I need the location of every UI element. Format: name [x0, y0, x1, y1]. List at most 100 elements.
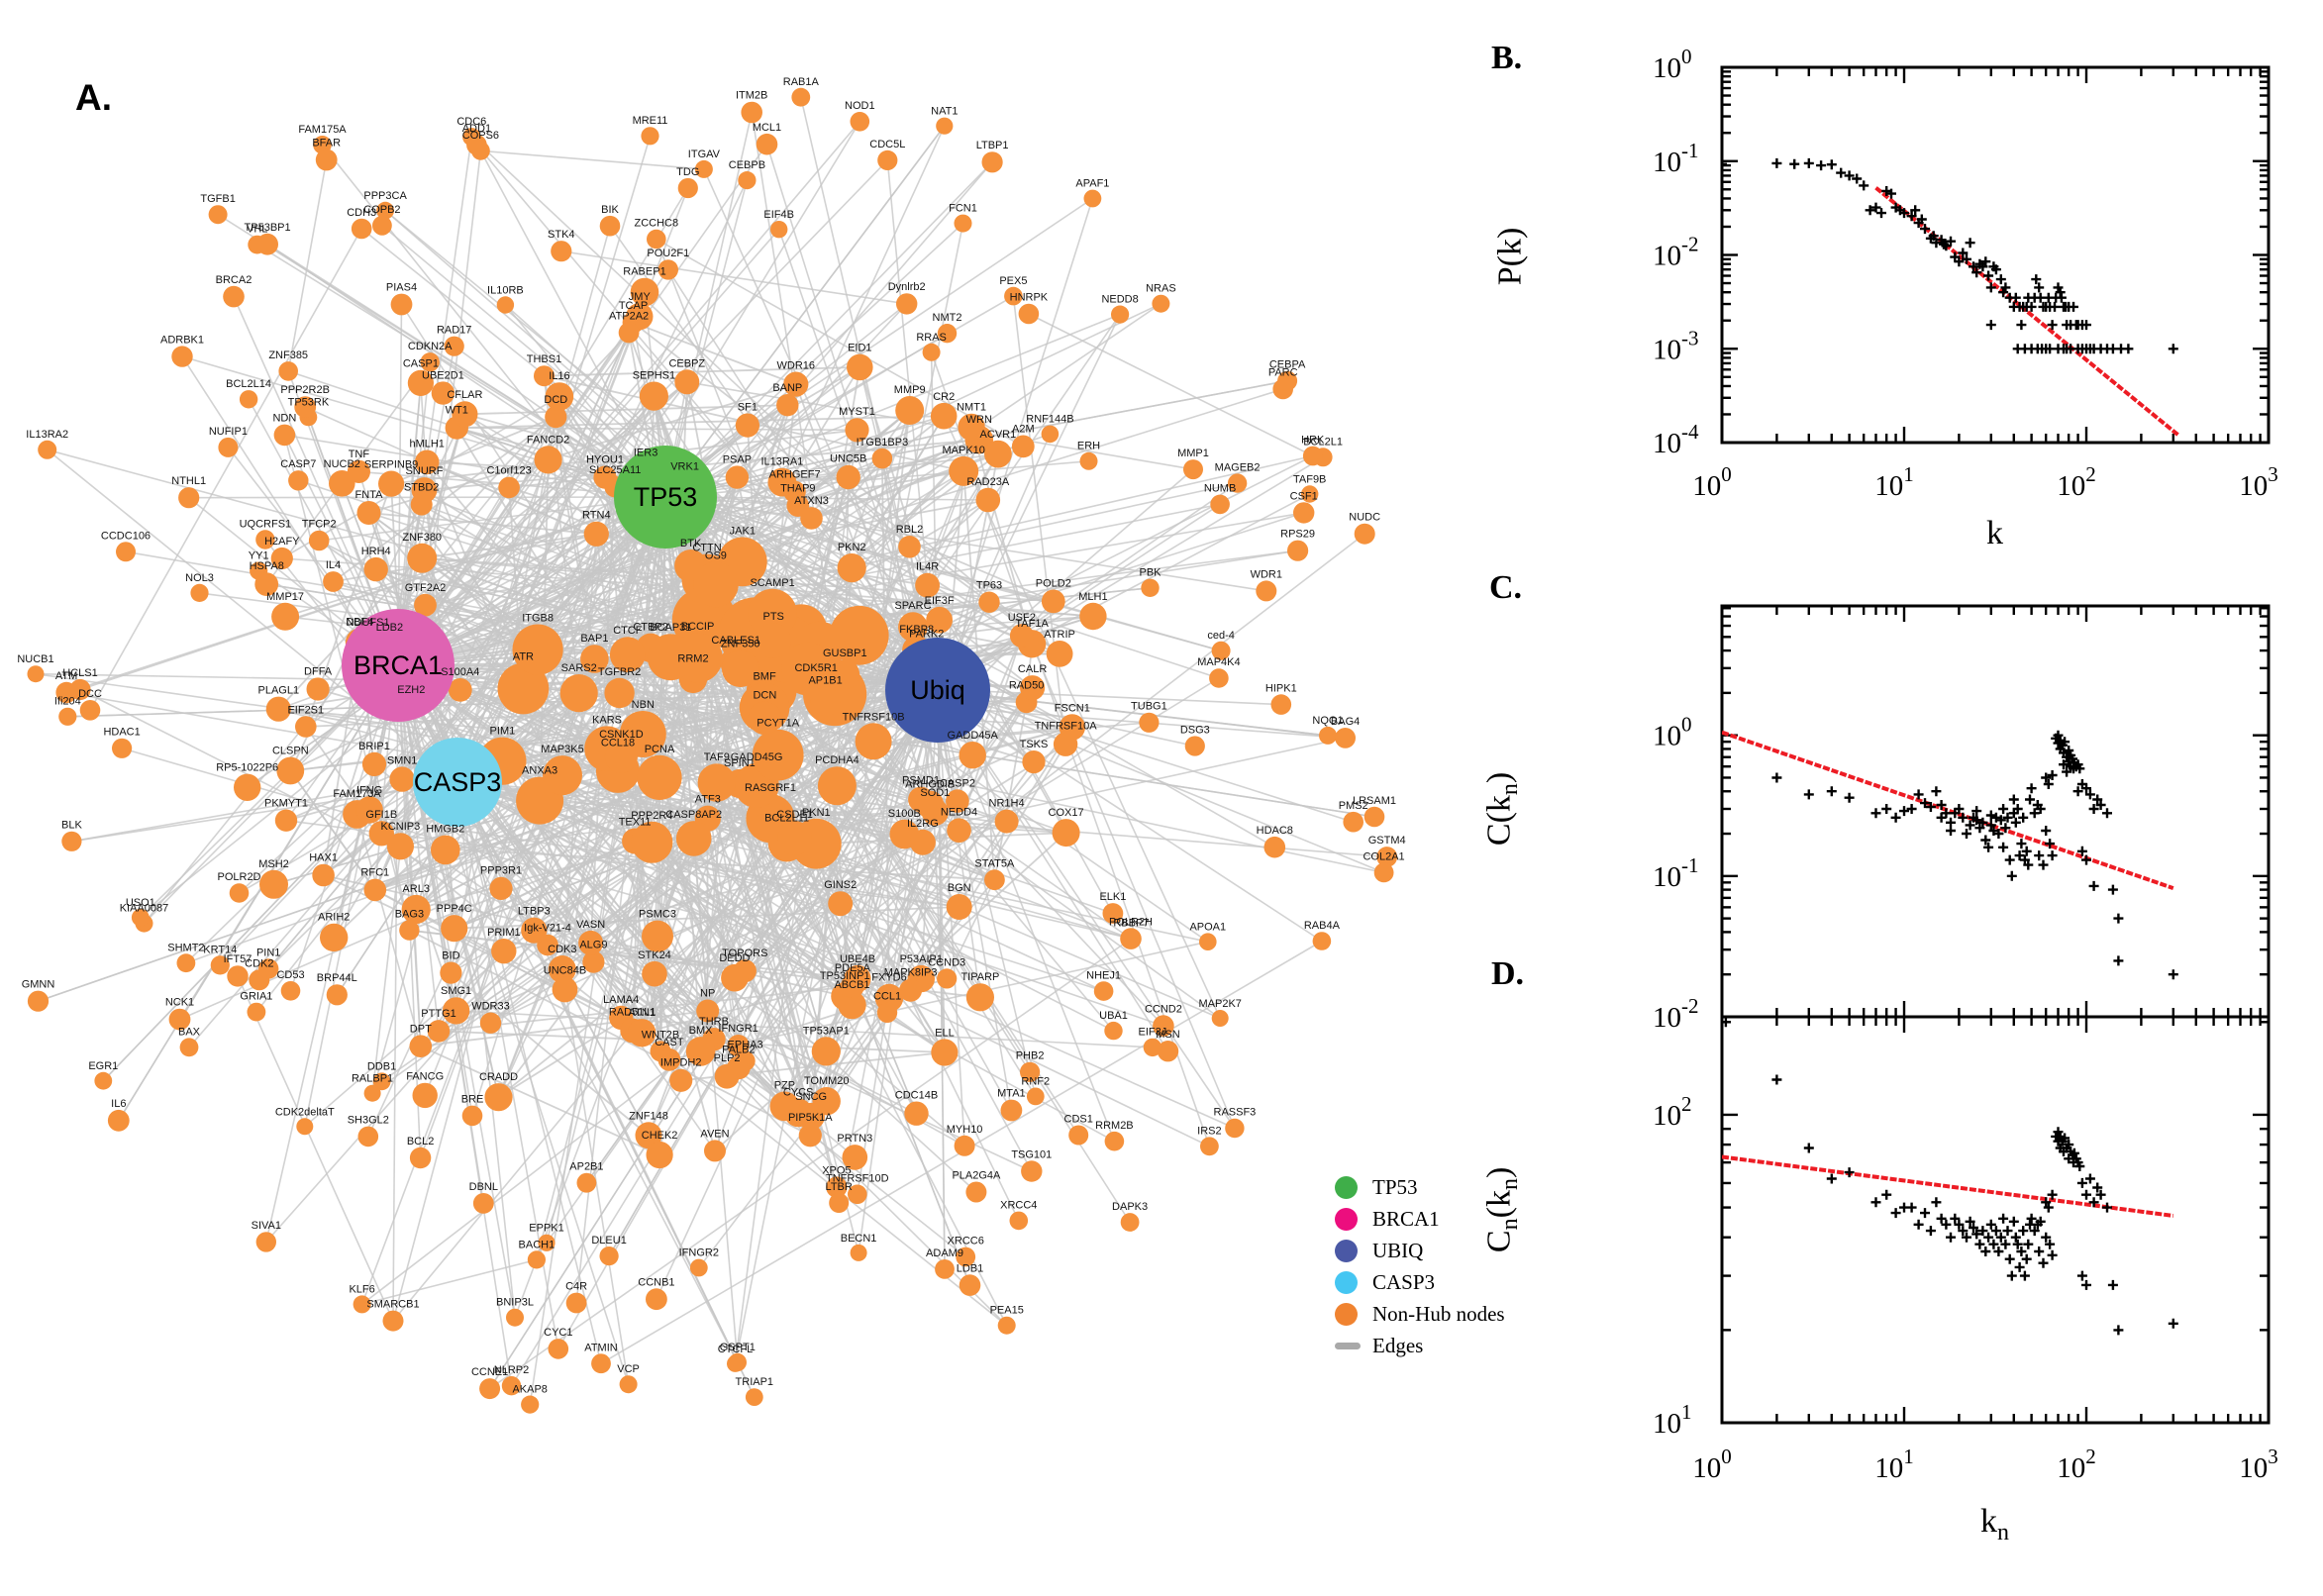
network-node[interactable] [1343, 811, 1364, 833]
network-node[interactable] [876, 1002, 898, 1023]
network-node[interactable] [288, 470, 309, 491]
network-node[interactable] [997, 1316, 1016, 1335]
network-node[interactable] [229, 883, 250, 903]
network-node[interactable] [414, 593, 437, 617]
network-node[interactable] [239, 390, 258, 409]
network-node[interactable] [265, 696, 291, 722]
network-node[interactable] [363, 878, 387, 902]
network-node[interactable] [1312, 932, 1332, 950]
network-node[interactable] [312, 863, 335, 887]
network-node[interactable] [922, 343, 941, 361]
network-node[interactable] [748, 701, 782, 736]
network-node[interactable] [647, 634, 694, 681]
network-node[interactable] [1018, 303, 1040, 325]
network-node[interactable] [559, 674, 598, 713]
network-node[interactable] [745, 1388, 763, 1406]
network-node[interactable] [1335, 728, 1356, 748]
network-node[interactable] [693, 561, 739, 608]
network-node[interactable] [112, 738, 133, 758]
network-node[interactable] [498, 476, 520, 499]
network-node[interactable] [407, 369, 434, 396]
network-node[interactable] [637, 754, 682, 801]
network-node[interactable] [254, 572, 279, 596]
network-node[interactable] [756, 623, 791, 658]
network-node[interactable] [565, 1292, 587, 1314]
network-node[interactable] [604, 741, 638, 773]
network-node[interactable] [599, 1247, 619, 1266]
network-node[interactable] [427, 1020, 451, 1043]
network-node[interactable] [61, 831, 82, 851]
network-node[interactable] [826, 1176, 848, 1198]
network-node[interactable] [461, 1105, 483, 1127]
network-node[interactable] [278, 361, 299, 381]
network-node[interactable] [1068, 1125, 1089, 1146]
network-node[interactable] [936, 117, 954, 135]
network-node[interactable] [353, 1295, 371, 1314]
network-node[interactable] [1364, 806, 1385, 828]
network-node[interactable] [1079, 451, 1098, 470]
network-node[interactable] [580, 645, 609, 673]
network-node[interactable] [1319, 726, 1337, 745]
network-node[interactable] [798, 1124, 822, 1147]
network-node[interactable] [440, 961, 462, 984]
network-node[interactable] [294, 396, 317, 418]
network-node[interactable] [909, 829, 936, 855]
network-node[interactable] [27, 990, 50, 1012]
network-node[interactable] [1079, 602, 1107, 631]
network-node[interactable] [800, 507, 823, 530]
network-node[interactable] [583, 521, 609, 547]
network-node[interactable] [1020, 675, 1046, 701]
network-node[interactable] [845, 418, 869, 443]
network-node[interactable] [836, 464, 860, 490]
network-node[interactable] [675, 821, 712, 856]
network-node[interactable] [1121, 929, 1141, 948]
network-node[interactable] [218, 437, 239, 457]
network-node[interactable] [420, 352, 440, 372]
network-node[interactable] [168, 1008, 191, 1031]
network-node[interactable] [1152, 294, 1170, 313]
network-node[interactable] [830, 659, 860, 689]
network-node[interactable] [840, 974, 864, 999]
network-node[interactable] [407, 543, 438, 573]
network-node[interactable] [1287, 540, 1309, 561]
network-node[interactable] [949, 455, 979, 486]
network-node[interactable] [548, 1339, 569, 1359]
network-node[interactable] [935, 1259, 955, 1279]
network-node[interactable] [727, 1055, 751, 1080]
network-node[interactable] [677, 177, 698, 199]
network-node[interactable] [431, 381, 455, 405]
network-node[interactable] [704, 1140, 726, 1162]
network-node[interactable] [280, 981, 301, 1001]
network-node[interactable] [27, 665, 45, 683]
network-node[interactable] [176, 953, 196, 973]
network-node[interactable] [552, 976, 578, 1003]
network-node[interactable] [647, 229, 666, 249]
network-node[interactable] [1083, 189, 1102, 208]
network-node[interactable] [1020, 1061, 1041, 1082]
network-node[interactable] [296, 1118, 314, 1136]
network-node[interactable] [548, 955, 576, 983]
network-node[interactable] [696, 999, 720, 1023]
network-node[interactable] [591, 1353, 611, 1374]
network-node[interactable] [847, 353, 873, 381]
network-node[interactable] [728, 1352, 747, 1372]
network-node[interactable] [904, 1101, 929, 1126]
network-node[interactable] [116, 542, 136, 562]
network-node[interactable] [372, 1072, 391, 1091]
network-node[interactable] [956, 1247, 976, 1267]
network-node[interactable] [984, 440, 1012, 468]
network-node[interactable] [255, 530, 275, 549]
network-node[interactable] [756, 133, 778, 155]
network-node[interactable] [630, 277, 659, 307]
network-node[interactable] [376, 201, 394, 220]
network-node[interactable] [930, 402, 958, 430]
network-node[interactable] [1301, 485, 1319, 503]
network-node[interactable] [842, 1145, 868, 1170]
network-node[interactable] [619, 1375, 638, 1394]
network-node[interactable] [646, 1288, 667, 1311]
hub-node-casp3[interactable] [413, 738, 502, 827]
network-node[interactable] [521, 1395, 540, 1414]
hub-node-brca1[interactable] [342, 609, 454, 722]
network-node[interactable] [593, 465, 617, 489]
network-node[interactable] [256, 233, 278, 255]
